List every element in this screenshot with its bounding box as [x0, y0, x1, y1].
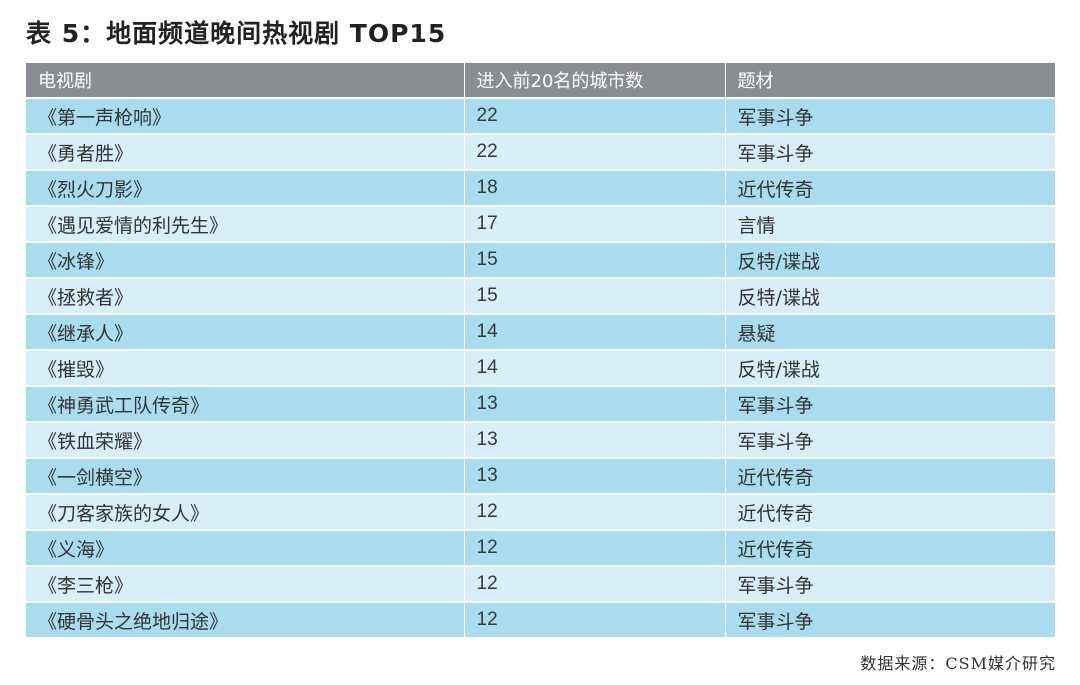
genre-cell: 军事斗争 — [725, 98, 1055, 135]
table-row: 《遇见爱情的利先生》 17 言情 — [26, 206, 1055, 243]
data-table: 电视剧 进入前20名的城市数 题材 《第一声枪响》 22 军事斗争 《勇者胜》 22 军事… — [26, 63, 1055, 639]
table-row: 《神勇武工队传奇》 13 军事斗争 — [26, 386, 1055, 423]
city-count-cell: 15 — [464, 242, 726, 279]
table-row: 《拯救者》 15 反特/谍战 — [26, 278, 1055, 315]
genre-cell: 悬疑 — [725, 314, 1055, 351]
genre-cell: 反特/谍战 — [725, 242, 1055, 279]
genre-cell: 近代传奇 — [725, 458, 1055, 495]
table-row: 《义海》 12 近代传奇 — [26, 530, 1055, 567]
table-title: 表 5：地面频道晚间热视剧 TOP15 — [26, 19, 447, 48]
drama-title-cell: 《继承人》 — [26, 314, 465, 351]
genre-cell: 近代传奇 — [725, 530, 1055, 567]
drama-title-cell: 《神勇武工队传奇》 — [26, 386, 465, 423]
city-count-cell: 22 — [464, 98, 726, 135]
genre-cell: 近代传奇 — [725, 170, 1055, 207]
city-count-cell: 15 — [464, 278, 726, 315]
table-row: 《第一声枪响》 22 军事斗争 — [26, 98, 1055, 135]
city-count-cell: 17 — [464, 206, 726, 243]
genre-cell: 军事斗争 — [725, 566, 1055, 603]
city-count-cell: 13 — [464, 422, 726, 459]
table-row: 《冰锋》 15 反特/谍战 — [26, 242, 1055, 279]
city-count-cell: 12 — [464, 530, 726, 567]
drama-title-cell: 《铁血荣耀》 — [26, 422, 465, 459]
city-count-cell: 14 — [464, 350, 726, 387]
drama-title-cell: 《摧毁》 — [26, 350, 465, 387]
data-source-note: 数据来源：CSM媒介研究 — [860, 654, 1056, 673]
column-header-genre: 题材 — [725, 63, 1055, 99]
city-count-cell: 13 — [464, 458, 726, 495]
table-row: 《刀客家族的女人》 12 近代传奇 — [26, 494, 1055, 531]
table-row: 《摧毁》 14 反特/谍战 — [26, 350, 1055, 387]
drama-title-cell: 《李三枪》 — [26, 566, 465, 603]
city-count-cell: 12 — [464, 566, 726, 603]
drama-title-cell: 《一剑横空》 — [26, 458, 465, 495]
drama-title-cell: 《勇者胜》 — [26, 134, 465, 171]
table-row: 《李三枪》 12 军事斗争 — [26, 566, 1055, 603]
column-header-drama: 电视剧 — [26, 63, 465, 99]
city-count-cell: 13 — [464, 386, 726, 423]
table-header-row: 电视剧 进入前20名的城市数 题材 — [26, 63, 1055, 99]
city-count-cell: 12 — [464, 494, 726, 531]
genre-cell: 言情 — [725, 206, 1055, 243]
genre-cell: 近代传奇 — [725, 494, 1055, 531]
city-count-cell: 18 — [464, 170, 726, 207]
table-row: 《硬骨头之绝地归途》 12 军事斗争 — [26, 602, 1055, 639]
drama-title-cell: 《刀客家族的女人》 — [26, 494, 465, 531]
genre-cell: 反特/谍战 — [725, 278, 1055, 315]
city-count-cell: 22 — [464, 134, 726, 171]
table-row: 《继承人》 14 悬疑 — [26, 314, 1055, 351]
table-row: 《一剑横空》 13 近代传奇 — [26, 458, 1055, 495]
city-count-cell: 12 — [464, 602, 726, 639]
genre-cell: 军事斗争 — [725, 422, 1055, 459]
genre-cell: 军事斗争 — [725, 602, 1055, 639]
table-body: 《第一声枪响》 22 军事斗争 《勇者胜》 22 军事斗争 《烈火刀影》 18 近代传奇 《遇见爱… — [26, 98, 1055, 639]
city-count-cell: 14 — [464, 314, 726, 351]
drama-title-cell: 《拯救者》 — [26, 278, 465, 315]
drama-title-cell: 《硬骨头之绝地归途》 — [26, 602, 465, 639]
drama-title-cell: 《冰锋》 — [26, 242, 465, 279]
drama-title-cell: 《遇见爱情的利先生》 — [26, 206, 465, 243]
drama-title-cell: 《第一声枪响》 — [26, 98, 465, 135]
table-row: 《铁血荣耀》 13 军事斗争 — [26, 422, 1055, 459]
genre-cell: 军事斗争 — [725, 134, 1055, 171]
genre-cell: 军事斗争 — [725, 386, 1055, 423]
genre-cell: 反特/谍战 — [725, 350, 1055, 387]
column-header-city-count: 进入前20名的城市数 — [464, 63, 726, 99]
drama-title-cell: 《烈火刀影》 — [26, 170, 465, 207]
table-row: 《烈火刀影》 18 近代传奇 — [26, 170, 1055, 207]
drama-title-cell: 《义海》 — [26, 530, 465, 567]
table-row: 《勇者胜》 22 军事斗争 — [26, 134, 1055, 171]
